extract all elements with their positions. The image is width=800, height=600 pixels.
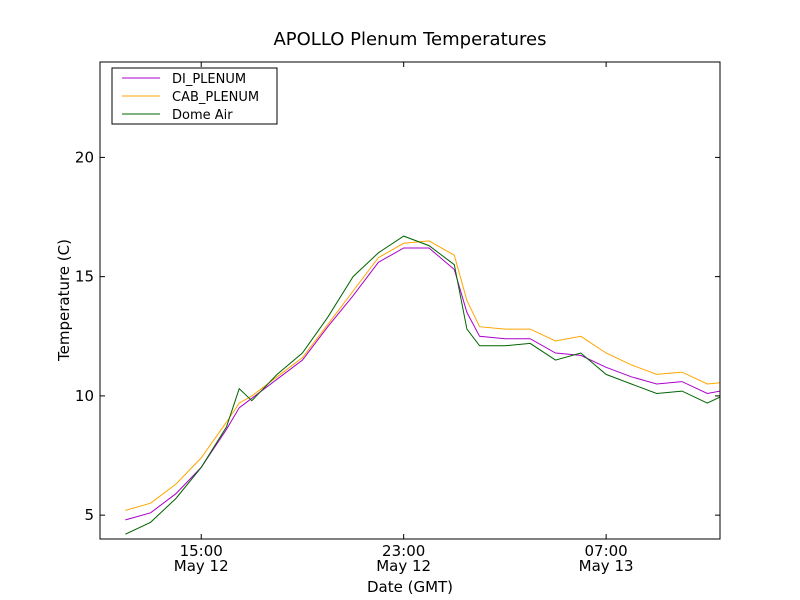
y-axis-label: Temperature (C) (55, 239, 73, 362)
series-layer (125, 235, 720, 535)
x-tick-label-date: May 12 (174, 557, 229, 575)
y-tick-label: 15 (75, 268, 94, 286)
x-tick-label-time: 23:00 (382, 542, 425, 560)
legend-label: DI_PLENUM (172, 72, 246, 87)
y-tick-label: 10 (75, 387, 94, 405)
x-axis-label: Date (GMT) (367, 578, 453, 596)
series-line-dome-air (125, 235, 720, 535)
legend: DI_PLENUM CAB_PLENUM Dome Air (111, 67, 278, 125)
legend-label: Dome Air (172, 108, 233, 123)
chart-title: APOLLO Plenum Temperatures (273, 29, 546, 50)
x-tick-label-time: 07:00 (585, 542, 628, 560)
legend-label: CAB_PLENUM (172, 90, 259, 105)
series-line-cab-plenum (125, 240, 720, 511)
x-tick-label-time: 15:00 (180, 542, 223, 560)
plot-frame (99, 61, 721, 540)
y-tick-label: 20 (75, 148, 94, 166)
x-tick-label-date: May 12 (376, 557, 431, 575)
y-tick-label: 5 (84, 506, 94, 524)
x-tick-label-date: May 13 (579, 557, 634, 575)
